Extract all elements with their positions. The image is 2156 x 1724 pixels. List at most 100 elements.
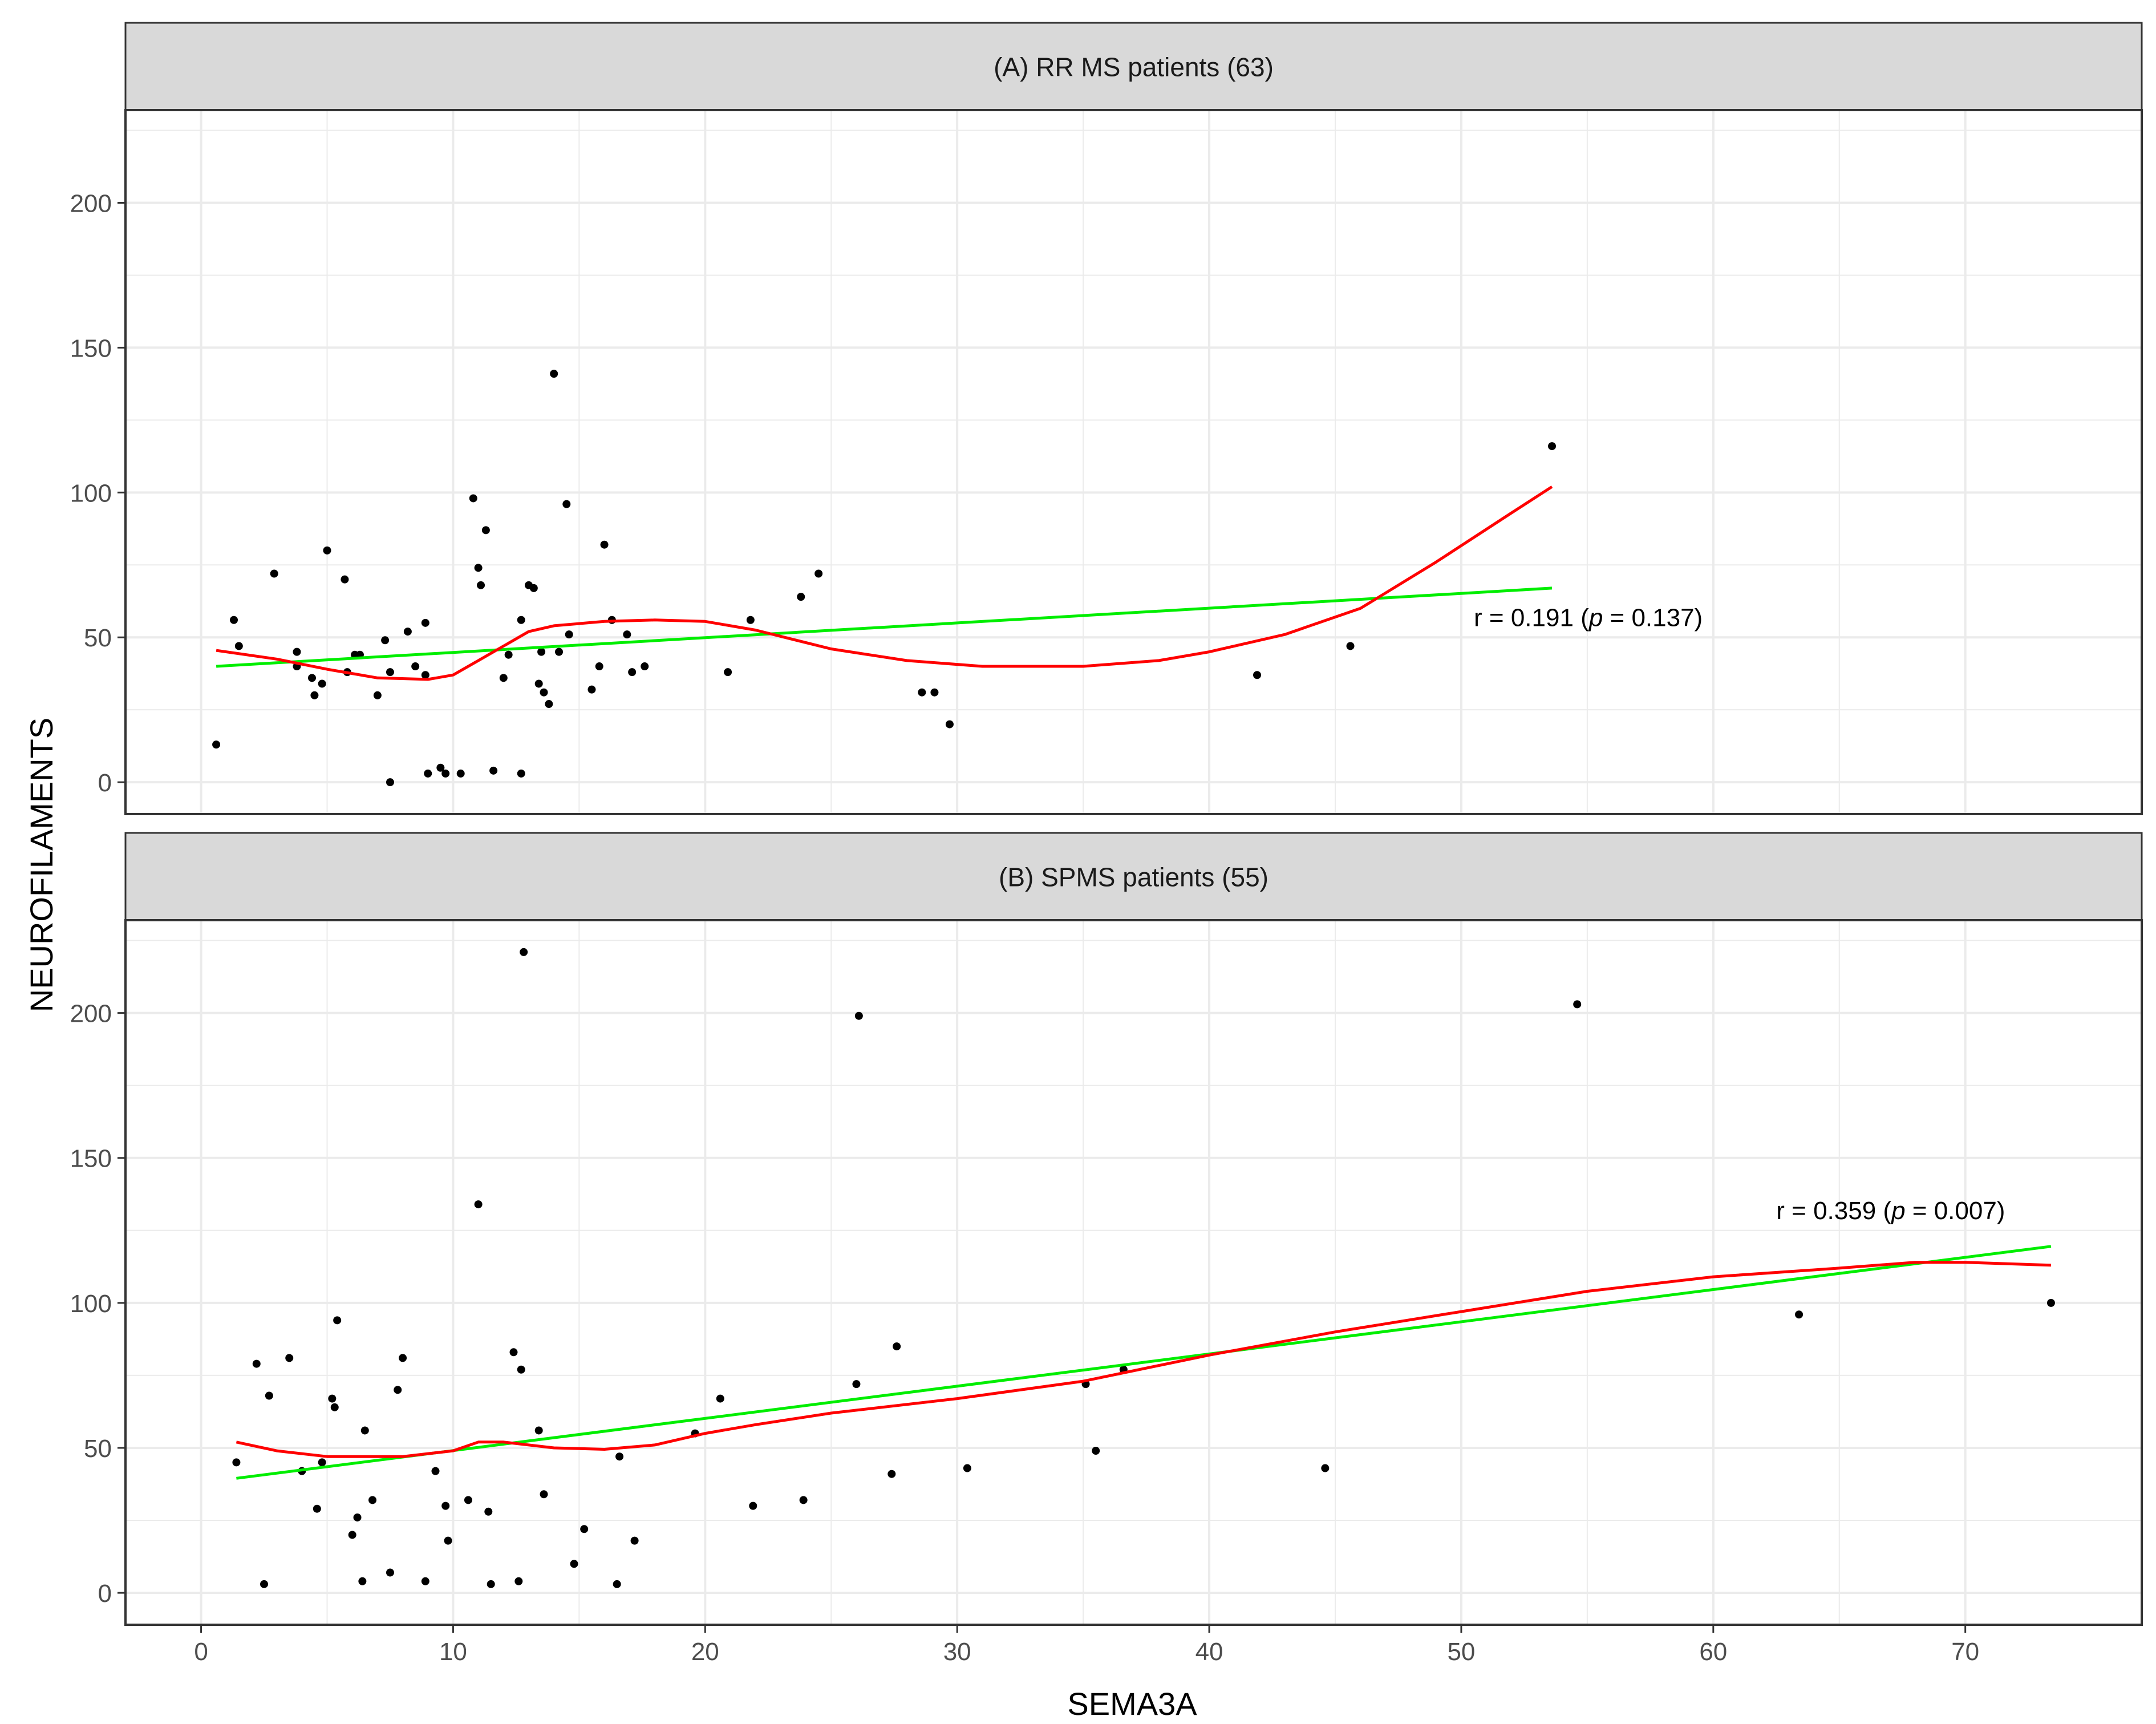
- data-point: [517, 1365, 525, 1374]
- data-point: [411, 662, 420, 671]
- data-point: [1548, 442, 1557, 451]
- x-tick-label: 40: [1195, 1638, 1223, 1666]
- data-point: [386, 668, 394, 677]
- data-point: [555, 647, 564, 656]
- data-point: [474, 564, 483, 572]
- data-point: [481, 526, 490, 535]
- data-point: [260, 1580, 269, 1588]
- data-point: [887, 1470, 896, 1478]
- x-tick-label: 20: [691, 1638, 719, 1666]
- data-point: [230, 616, 238, 624]
- data-point: [641, 662, 649, 671]
- linear-fit-line: [216, 586, 1553, 668]
- data-point: [234, 642, 243, 650]
- data-point: [394, 1386, 402, 1394]
- data-point: [570, 1560, 578, 1568]
- panel-border: [124, 109, 2143, 815]
- data-point: [504, 650, 513, 659]
- data-point: [716, 1394, 724, 1403]
- y-tick-label: 0: [98, 769, 112, 797]
- data-point: [930, 688, 939, 697]
- data-point: [489, 766, 498, 775]
- data-point: [2046, 1298, 2055, 1307]
- x-tick-label: 50: [1447, 1638, 1475, 1666]
- plot-background: [125, 920, 2142, 1625]
- x-tick-label: 60: [1699, 1638, 1727, 1666]
- data-point: [746, 616, 755, 624]
- data-point: [514, 1577, 523, 1585]
- panel-strip: [124, 22, 2143, 111]
- data-point: [509, 1348, 518, 1357]
- data-point: [580, 1525, 589, 1533]
- data-point: [565, 630, 573, 639]
- annotation-text: r = 0.359 (: [1776, 1197, 1891, 1225]
- annotation-text: = 0.007): [1906, 1197, 2005, 1225]
- data-point: [1092, 1447, 1100, 1455]
- annotation-text: r = 0.191 (: [1474, 604, 1589, 632]
- linear-fit-line: [236, 1245, 2052, 1480]
- data-point: [1321, 1464, 1330, 1472]
- data-point: [348, 1531, 356, 1539]
- x-axis-label: SEMA3A: [1067, 1686, 1197, 1722]
- x-tick-label: 0: [194, 1638, 208, 1666]
- annotation-text: = 0.137): [1603, 604, 1703, 632]
- x-tick-label: 30: [943, 1638, 971, 1666]
- data-point: [360, 1426, 369, 1435]
- data-point: [307, 674, 316, 682]
- data-point: [441, 769, 450, 778]
- data-point: [550, 370, 558, 378]
- annotation-p-symbol: p: [1890, 1197, 1905, 1225]
- data-point: [444, 1536, 452, 1545]
- x-tick-label: 10: [439, 1638, 467, 1666]
- y-tick-label: 100: [70, 1290, 112, 1318]
- data-point: [562, 500, 571, 508]
- data-point: [615, 1452, 624, 1461]
- data-point: [403, 628, 412, 636]
- data-point: [1573, 1000, 1582, 1009]
- data-point: [431, 1467, 440, 1475]
- data-point: [265, 1391, 273, 1400]
- data-point: [323, 546, 331, 555]
- annotation-p-symbol: p: [1588, 604, 1603, 632]
- y-tick-label: 0: [98, 1580, 112, 1608]
- data-point: [252, 1359, 261, 1368]
- data-point: [293, 647, 301, 656]
- data-point: [724, 668, 732, 677]
- data-point: [893, 1342, 901, 1351]
- data-point: [623, 630, 631, 639]
- data-point: [487, 1580, 495, 1588]
- y-tick-label: 200: [70, 1000, 112, 1028]
- data-point: [799, 1496, 808, 1504]
- data-point: [517, 769, 525, 778]
- data-point: [310, 691, 319, 699]
- data-point: [386, 1568, 394, 1577]
- data-point: [330, 1403, 339, 1411]
- data-point: [600, 540, 609, 549]
- data-point: [421, 618, 429, 627]
- loess-fit-line: [236, 1261, 2051, 1458]
- panel-strip: [124, 832, 2143, 921]
- y-axis-label: NEUROFILAMENTS: [23, 718, 59, 1013]
- data-point: [456, 769, 465, 778]
- y-tick-label: 100: [70, 479, 112, 507]
- data-point: [353, 1513, 362, 1521]
- plot-background: [125, 110, 2142, 814]
- y-tick-label: 150: [70, 334, 112, 362]
- data-point: [270, 569, 278, 578]
- data-point: [517, 616, 525, 624]
- data-point: [537, 647, 546, 656]
- data-point: [441, 1502, 450, 1510]
- panel-border: [124, 919, 2143, 1626]
- data-point: [628, 668, 637, 677]
- data-point: [341, 575, 349, 584]
- data-point: [358, 1577, 367, 1585]
- data-point: [212, 740, 221, 749]
- data-point: [477, 581, 485, 589]
- data-point: [1346, 642, 1355, 650]
- data-point: [540, 1490, 548, 1499]
- data-point: [945, 720, 954, 729]
- x-tick-label: 70: [1951, 1638, 1979, 1666]
- data-point: [469, 494, 477, 503]
- data-point: [381, 636, 390, 645]
